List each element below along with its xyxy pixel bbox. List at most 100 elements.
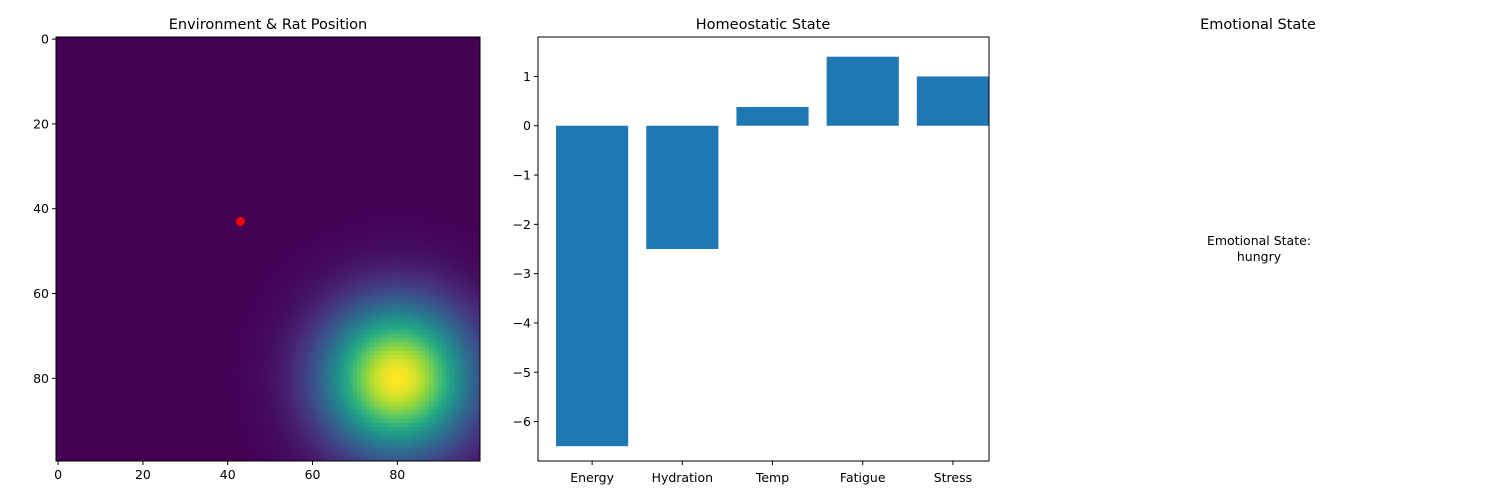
heatmap-cell xyxy=(297,342,303,347)
heatmap-cell xyxy=(246,350,252,356)
heatmap-cell xyxy=(352,270,358,275)
heatmap-cell xyxy=(297,249,303,254)
heatmap-cell xyxy=(446,325,451,330)
heatmap-cell xyxy=(297,380,303,385)
heatmap-cell xyxy=(340,342,345,347)
heatmap-cell xyxy=(318,405,324,411)
heatmap-cell xyxy=(378,333,383,339)
heatmap-cell xyxy=(390,274,396,279)
heatmap-cell xyxy=(344,388,349,394)
heatmap-cell xyxy=(357,405,362,411)
heatmap-cell xyxy=(259,342,265,347)
heatmap-cell xyxy=(454,329,460,335)
heatmap-cell xyxy=(331,312,337,318)
bar-fatigue xyxy=(826,56,899,126)
heatmap-cell xyxy=(272,346,277,352)
heatmap-cell xyxy=(352,388,358,394)
heatmap-cell xyxy=(284,346,290,352)
heatmap-cell xyxy=(475,427,481,432)
heatmap-cell xyxy=(340,363,345,369)
heatmap-cell xyxy=(407,418,413,424)
heatmap-cell xyxy=(310,405,315,411)
heatmap-cell xyxy=(403,359,409,364)
heatmap-cell xyxy=(251,388,256,394)
heatmap-cell xyxy=(310,384,315,390)
heatmap-cell xyxy=(463,355,468,360)
heatmap-cell xyxy=(450,329,455,335)
heatmap-cell xyxy=(467,236,472,241)
heatmap-cell xyxy=(441,219,447,224)
heatmap-cell xyxy=(246,367,252,373)
heatmap-cell xyxy=(446,321,451,326)
heatmap-cell xyxy=(412,427,417,432)
heatmap-cell xyxy=(352,401,358,407)
heatmap-cell xyxy=(420,265,426,271)
heatmap-cell xyxy=(471,359,477,364)
heatmap-cell xyxy=(340,418,345,424)
heatmap-cell xyxy=(251,439,256,445)
heatmap-cell xyxy=(412,312,417,318)
heatmap-cell xyxy=(382,452,388,458)
heatmap-cell xyxy=(357,333,362,339)
heatmap-cell xyxy=(403,418,409,424)
heatmap-cell xyxy=(344,265,349,271)
heatmap-cell xyxy=(340,384,345,390)
heatmap-cell xyxy=(395,236,400,241)
heatmap-cell xyxy=(301,325,307,330)
heatmap-cell xyxy=(386,350,392,356)
heatmap-cell xyxy=(475,346,481,352)
heatmap-cell xyxy=(263,350,269,356)
heatmap-cell xyxy=(399,422,404,428)
heatmap-cell xyxy=(420,316,426,322)
heatmap-cell xyxy=(390,418,396,424)
heatmap-cell xyxy=(441,321,447,326)
heatmap-cell xyxy=(420,346,426,352)
heatmap-cell xyxy=(446,261,451,267)
heatmap-cell xyxy=(407,223,413,229)
heatmap-cell xyxy=(433,414,438,419)
heatmap-cell xyxy=(357,397,362,402)
heatmap-cell xyxy=(340,304,345,309)
heatmap-cell xyxy=(357,452,362,458)
heatmap-cell xyxy=(289,299,294,305)
heatmap-cell xyxy=(284,274,290,279)
heatmap-cell xyxy=(433,244,438,250)
heatmap-cell xyxy=(467,265,472,271)
heatmap-cell xyxy=(412,249,417,254)
heatmap-cell xyxy=(395,227,400,233)
heatmap-cell xyxy=(365,439,371,445)
heatmap-cell xyxy=(374,333,379,339)
heatmap-cell xyxy=(463,236,468,241)
heatmap-cell xyxy=(382,308,388,313)
heatmap-cell xyxy=(344,346,349,352)
heatmap-cell xyxy=(399,308,404,313)
heatmap-cell xyxy=(318,422,324,428)
heatmap-cell xyxy=(306,321,311,326)
heatmap-cell xyxy=(310,265,315,271)
heatmap-cell xyxy=(458,371,464,377)
heatmap-cell xyxy=(306,367,311,373)
heatmap-cell xyxy=(429,287,434,292)
heatmap-cell xyxy=(412,282,417,288)
heatmap-cell xyxy=(234,333,239,339)
heatmap-cell xyxy=(437,223,443,229)
heatmap-cell xyxy=(255,295,260,301)
heatmap-cell xyxy=(429,380,434,385)
heatmap-cell xyxy=(433,380,438,385)
heatmap-cell xyxy=(386,367,392,373)
heatmap-cell xyxy=(475,431,481,436)
heatmap-cell xyxy=(365,384,371,390)
heatmap-cell xyxy=(272,270,277,275)
heatmap-cell xyxy=(467,380,472,385)
bar-x-tick-label: Stress xyxy=(934,470,972,485)
heatmap-cell xyxy=(297,325,303,330)
heatmap-cell xyxy=(331,321,337,326)
heatmap-cell xyxy=(450,456,455,462)
heatmap-cell xyxy=(348,329,354,335)
heatmap-cell xyxy=(378,236,383,241)
heatmap-cell xyxy=(365,240,371,246)
heatmap-cell xyxy=(251,422,256,428)
heatmap-cell xyxy=(259,291,265,296)
heatmap-cell xyxy=(433,422,438,428)
heatmap-cell xyxy=(471,376,477,381)
